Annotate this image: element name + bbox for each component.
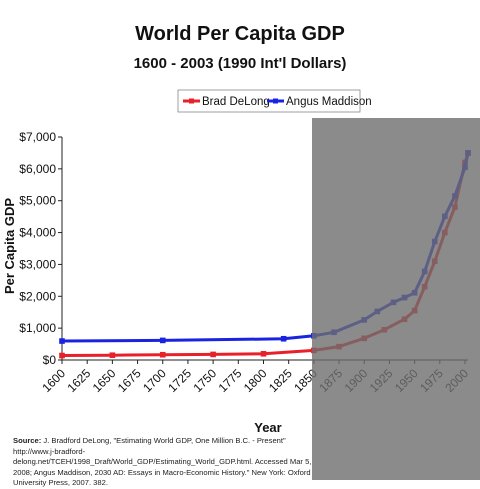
y-tick-label: $6,000	[19, 162, 56, 176]
x-tick-label: 1650	[90, 366, 119, 395]
y-axis-title: Per Capita GDP	[2, 198, 17, 294]
y-tick-label: $1,000	[19, 321, 56, 335]
x-tick-label: 1600	[39, 366, 68, 395]
x-tick-label: 1800	[241, 366, 270, 395]
y-tick-label: $2,000	[19, 289, 56, 303]
y-tick-label: $7,000	[19, 130, 56, 144]
x-tick-label: 1775	[216, 366, 245, 395]
data-point-0	[59, 352, 65, 359]
source-label: Source:	[13, 436, 42, 445]
x-axis-title: Year	[254, 420, 281, 435]
gray-overlay	[312, 118, 480, 480]
chart-subtitle: 1600 - 2003 (1990 Int'l Dollars)	[134, 55, 347, 72]
data-point-1	[159, 337, 166, 344]
data-point-1	[59, 338, 65, 344]
x-tick-label: 1625	[65, 366, 94, 395]
x-tick-label: 1825	[266, 366, 295, 395]
y-tick-label: $0	[43, 353, 57, 367]
legend-marker-maddison	[273, 98, 278, 104]
source-note: Source: J. Bradford DeLong, "Estimating …	[13, 436, 313, 489]
legend-label-delong: Brad DeLong	[202, 96, 270, 108]
data-point-0	[159, 351, 166, 358]
source-line-1: J. Bradford DeLong, "Estimating World GD…	[13, 436, 286, 456]
x-tick-label: 1675	[115, 366, 144, 395]
legend-marker-delong	[189, 98, 194, 104]
x-tick-label: 1750	[190, 366, 219, 395]
y-tick-label: $4,000	[19, 226, 56, 240]
source-line-2: delong.net/TCEH/1998_Draft/World_GDP/Est…	[13, 457, 312, 477]
data-point-0	[260, 350, 267, 357]
legend-label-maddison: Angus Maddison	[286, 96, 372, 108]
data-point-0	[210, 351, 216, 358]
x-tick-label: 1725	[165, 366, 194, 395]
x-tick-label: 1700	[140, 366, 169, 395]
chart-title: World Per Capita GDP	[135, 23, 345, 45]
data-point-1	[280, 335, 287, 342]
legend: Brad DeLong Angus Maddison	[177, 89, 372, 113]
data-point-0	[109, 352, 116, 359]
y-tick-label: $5,000	[19, 194, 56, 208]
y-tick-label: $3,000	[19, 257, 56, 271]
